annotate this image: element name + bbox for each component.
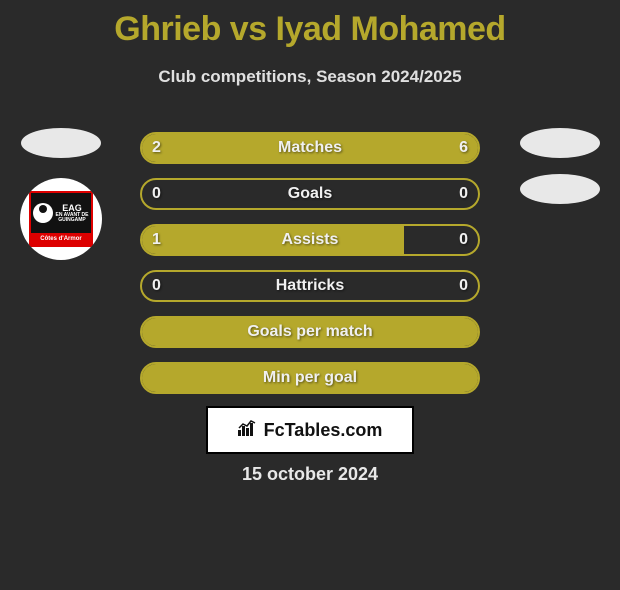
comparison-bars: 2Matches60Goals01Assists00Hattricks0Goal… [140,132,480,394]
badge-region: Côtes d'Armor [31,233,91,245]
player-right-placeholder [520,128,600,158]
club-right-placeholder [520,174,600,204]
stat-row: 0Hattricks0 [140,270,480,302]
stat-label: Goals [142,185,478,203]
player-right-avatars [520,128,600,204]
stat-row: 1Assists0 [140,224,480,256]
subtitle: Club competitions, Season 2024/2025 [0,67,620,87]
stat-row: 2Matches6 [140,132,480,164]
stat-value-right: 0 [459,277,468,295]
triskelion-icon [33,203,53,223]
chart-icon [238,420,258,441]
club-badge-left: EAG EN AVANT DE GUINGAMP Côtes d'Armor [20,178,102,260]
stat-value-right: 0 [459,185,468,203]
stat-row: 0Goals0 [140,178,480,210]
stat-label: Assists [142,231,478,249]
stat-row: Goals per match [140,316,480,348]
date-label: 15 october 2024 [0,464,620,485]
stat-value-right: 0 [459,231,468,249]
player-left-avatars: EAG EN AVANT DE GUINGAMP Côtes d'Armor [20,128,102,260]
stat-label: Matches [142,139,478,157]
player-left-placeholder [21,128,101,158]
stat-label: Goals per match [142,323,478,341]
badge-club-name: EN AVANT DE GUINGAMP [55,213,89,223]
stat-row: Min per goal [140,362,480,394]
stat-label: Hattricks [142,277,478,295]
stat-label: Min per goal [142,369,478,387]
brand-badge: FcTables.com [206,406,414,454]
page-title: Ghrieb vs Iyad Mohamed [0,10,620,49]
stat-value-right: 6 [459,139,468,157]
brand-text: FcTables.com [264,420,383,441]
